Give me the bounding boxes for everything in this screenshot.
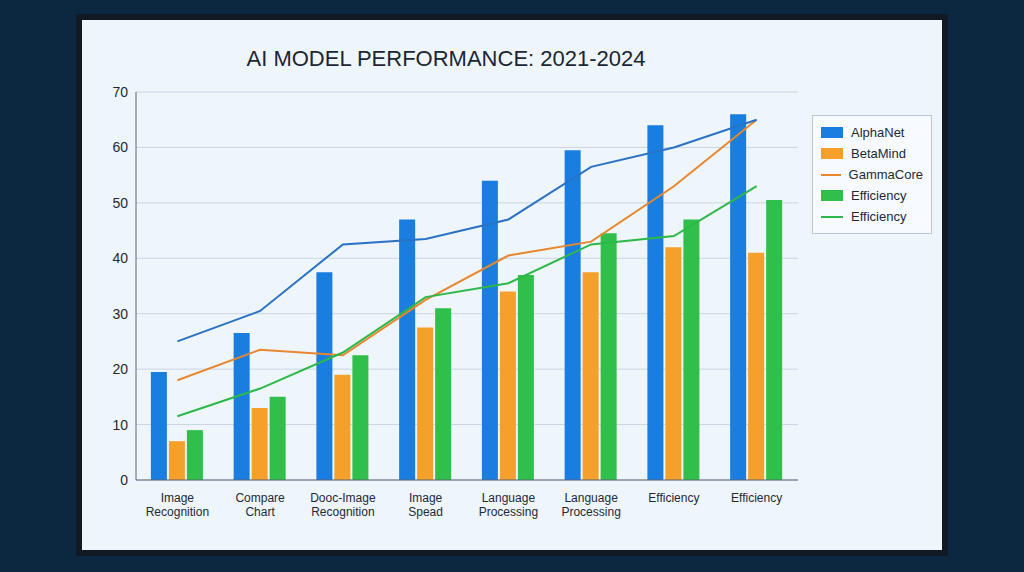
html-text:Efficiency: Efficiency bbox=[851, 209, 907, 224]
svg-text:CompareChart: CompareChart bbox=[235, 491, 285, 519]
svg-text:0: 0 bbox=[120, 472, 128, 488]
html-text:AlphaNet: AlphaNet bbox=[851, 125, 905, 140]
html-text:GammaCore: GammaCore bbox=[848, 167, 923, 182]
svg-text:LanguageProcessing: LanguageProcessing bbox=[561, 491, 620, 519]
svg-text:50: 50 bbox=[112, 195, 128, 211]
svg-text:ImageRecognition: ImageRecognition bbox=[146, 491, 209, 519]
svg-text:70: 70 bbox=[112, 84, 128, 100]
svg-text:Efficiency: Efficiency bbox=[648, 491, 699, 505]
html-text:Efficiency: Efficiency bbox=[851, 188, 907, 203]
svg-text:ImageSpead: ImageSpead bbox=[408, 491, 443, 519]
svg-text:40: 40 bbox=[112, 250, 128, 266]
svg-text:20: 20 bbox=[112, 361, 128, 377]
svg-text:Dooc-ImageRecognition: Dooc-ImageRecognition bbox=[310, 491, 376, 519]
html-text:BetaMind: BetaMind bbox=[851, 146, 906, 161]
svg-text:LanguageProcessing: LanguageProcessing bbox=[479, 491, 538, 519]
svg-text:60: 60 bbox=[112, 139, 128, 155]
svg-text:30: 30 bbox=[112, 306, 128, 322]
svg-text:10: 10 bbox=[112, 417, 128, 433]
html-text:AI MODEL PERFORMANCE: 2021-202: AI MODEL PERFORMANCE: 2021-2024 bbox=[246, 46, 646, 71]
svg-text:Efficiency: Efficiency bbox=[731, 491, 782, 505]
